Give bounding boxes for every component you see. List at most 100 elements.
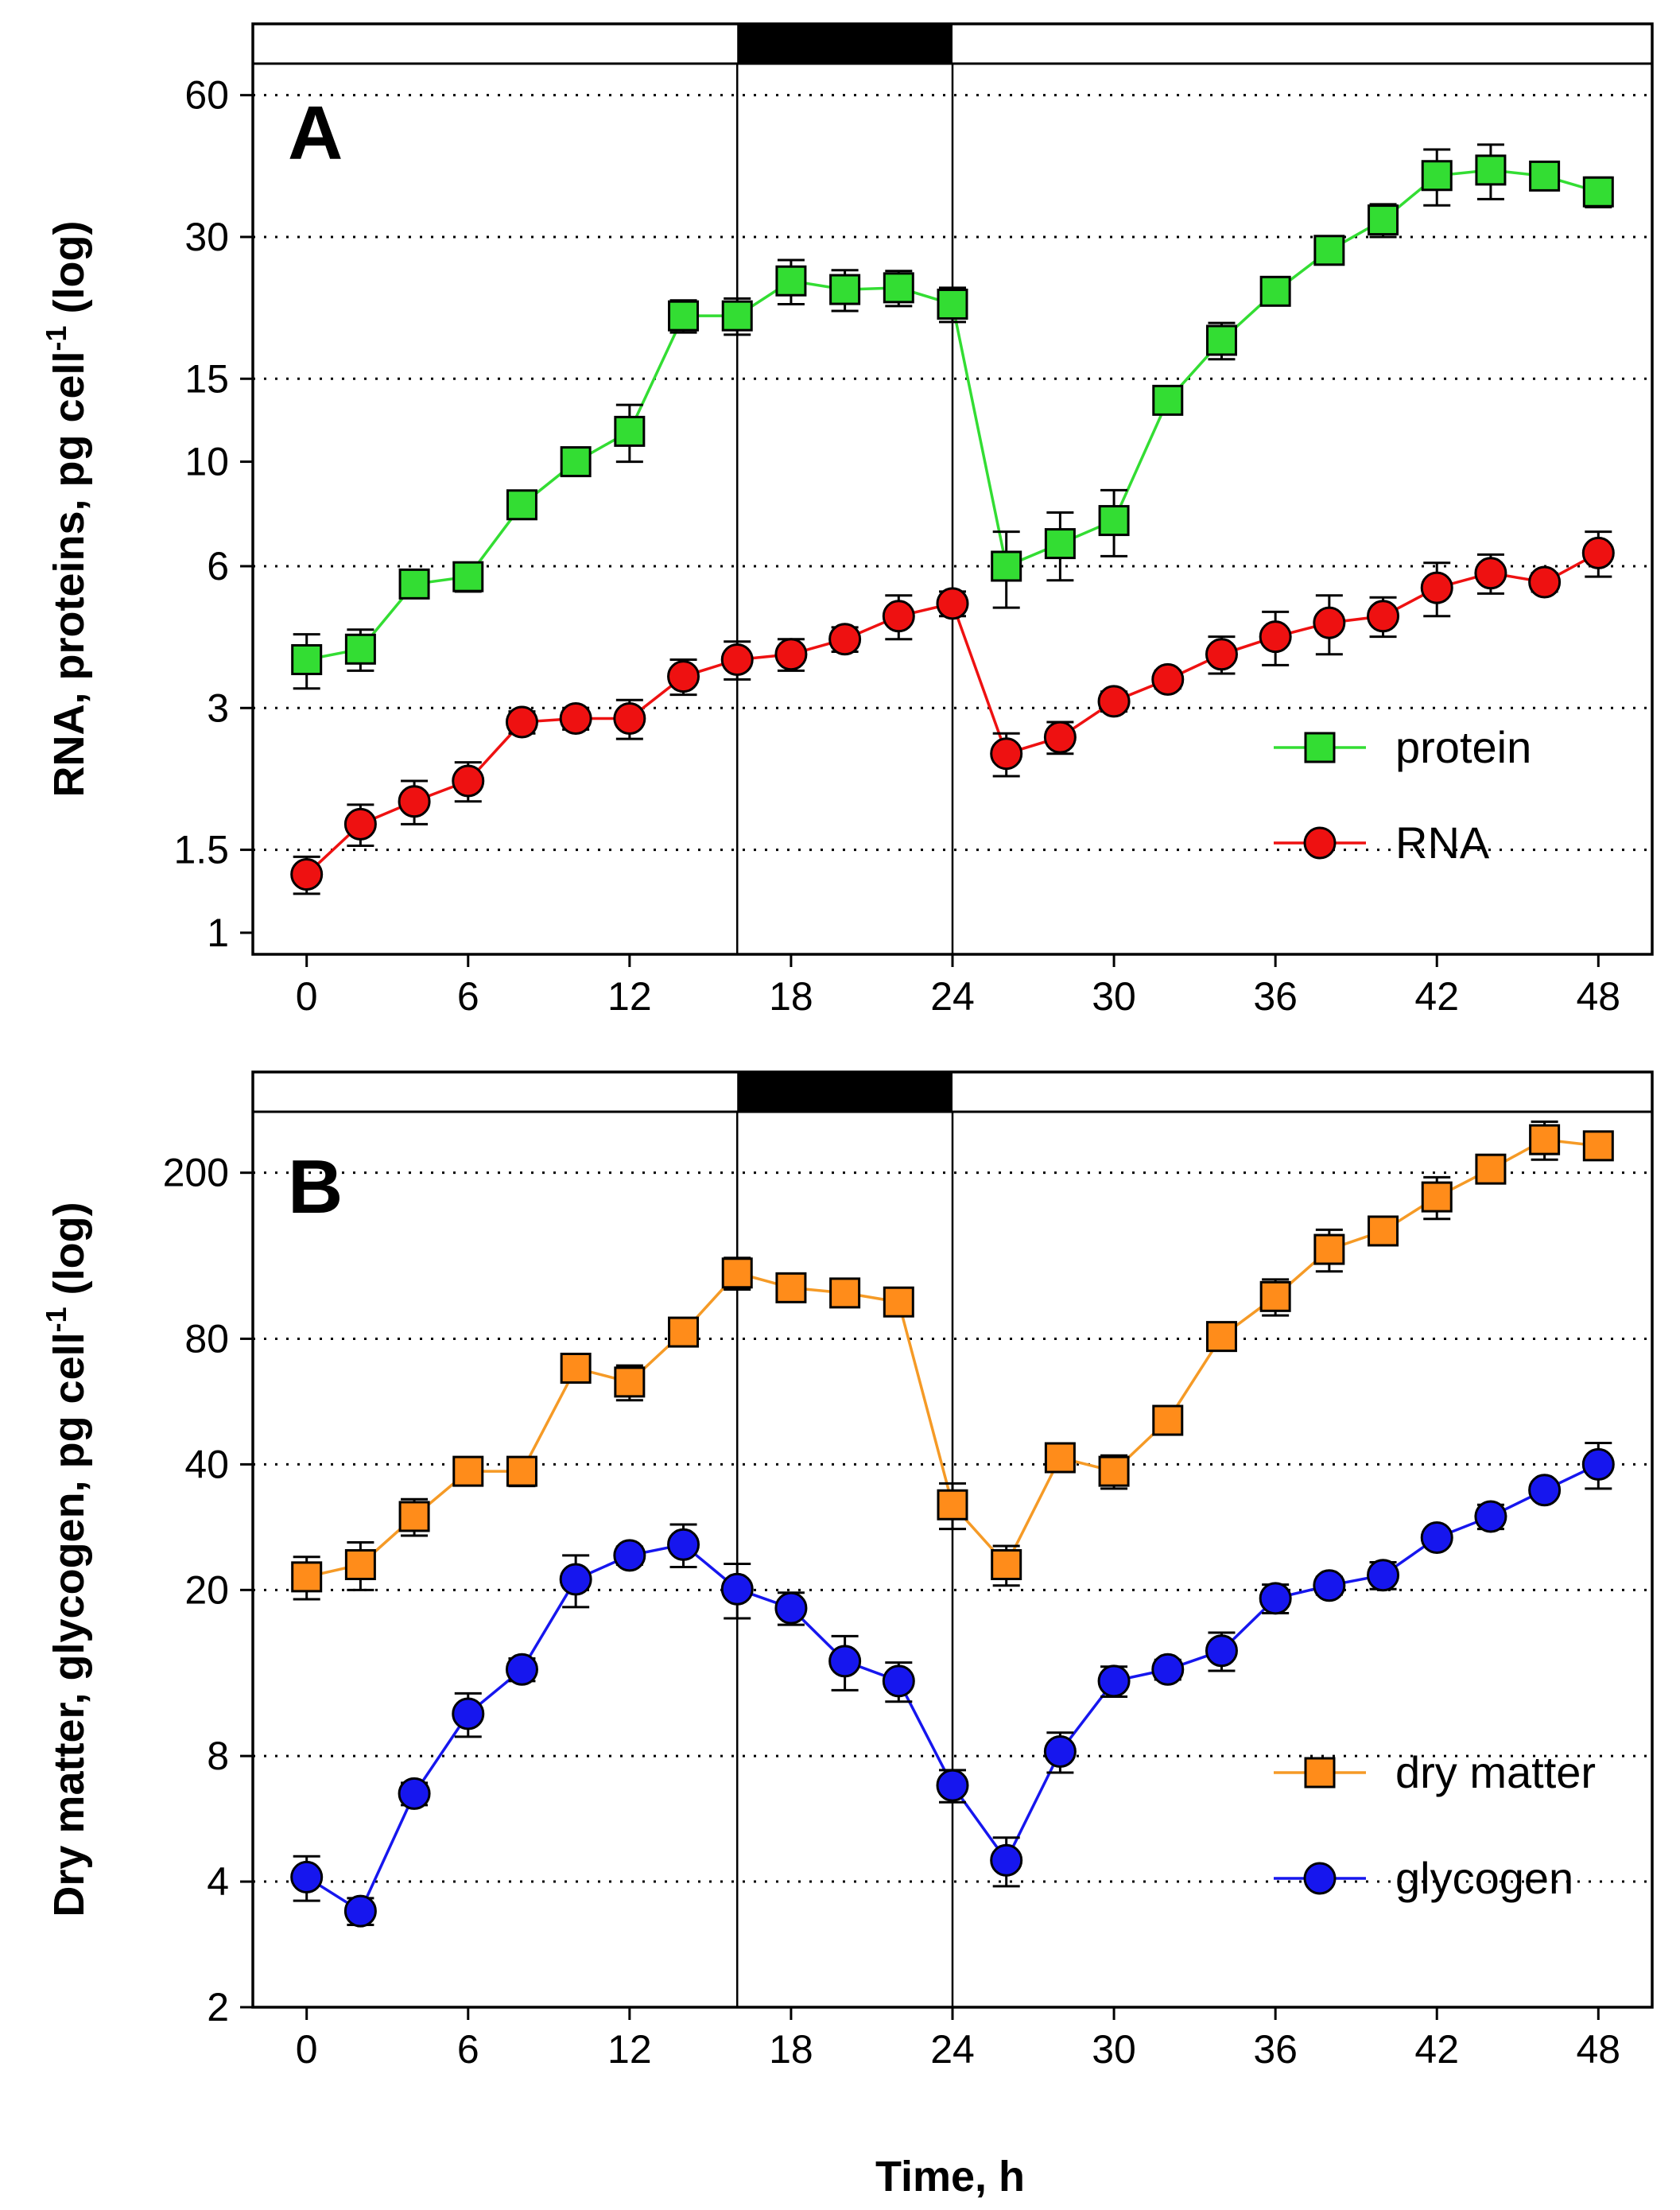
- data-point-circle: [398, 1777, 431, 1810]
- y-tick-label: 40: [184, 1442, 229, 1486]
- data-point-circle: [1474, 557, 1507, 590]
- data-point-square: [614, 1366, 646, 1398]
- y-tick-label: 1: [207, 911, 229, 955]
- data-point-circle: [559, 701, 592, 735]
- y-tick-label: 20: [184, 1567, 229, 1612]
- x-tick-label: 18: [769, 2027, 813, 2072]
- y-tick-label: 2: [207, 1985, 229, 2029]
- data-point-circle: [613, 701, 646, 735]
- data-point-square: [1368, 204, 1399, 236]
- data-point-square: [1152, 1404, 1184, 1436]
- data-point-square: [1259, 275, 1291, 307]
- data-point-square: [560, 446, 592, 478]
- data-point-square: [721, 300, 753, 332]
- data-point-square: [398, 1501, 430, 1532]
- data-point-circle: [1420, 571, 1453, 604]
- data-point-square: [775, 265, 807, 297]
- data-point-circle: [828, 623, 862, 656]
- y-tick-label: 8: [207, 1734, 229, 1778]
- legend-label: protein: [1395, 722, 1531, 772]
- data-point-square: [1529, 160, 1561, 192]
- data-point-circle: [1420, 1521, 1453, 1554]
- data-point-square: [1152, 384, 1184, 416]
- y-axis-title: RNA, proteins, pg cell-1 (log): [40, 220, 93, 797]
- data-point-square: [1421, 1181, 1453, 1213]
- data-point-circle: [1528, 1474, 1562, 1507]
- data-point-square: [1205, 1321, 1237, 1353]
- data-point-circle: [1043, 1734, 1077, 1768]
- data-point-square: [398, 568, 430, 600]
- data-point-circle: [1259, 1582, 1292, 1615]
- data-point-square: [1582, 176, 1614, 208]
- legend-label: glycogen: [1395, 1853, 1573, 1903]
- legend: protein RNA: [1274, 722, 1531, 868]
- data-point-circle: [1367, 600, 1400, 633]
- legend-marker-square: [1304, 1757, 1336, 1789]
- data-point-circle: [667, 1528, 700, 1561]
- data-point-square: [452, 1455, 484, 1487]
- data-point-square: [614, 415, 646, 447]
- data-point-circle: [882, 1664, 915, 1698]
- data-point-square: [1313, 1233, 1345, 1265]
- data-point-circle: [990, 1843, 1023, 1877]
- data-point-square: [506, 489, 537, 521]
- data-point-square: [668, 1316, 700, 1348]
- data-point-circle: [828, 1645, 862, 1678]
- data-point-square: [344, 1548, 376, 1580]
- data-point-square: [1098, 505, 1130, 537]
- data-point-square: [1529, 1124, 1561, 1155]
- x-tick-label: 24: [930, 2027, 975, 2072]
- data-point-square: [775, 1272, 807, 1303]
- data-point-square: [1098, 1455, 1130, 1487]
- data-point-circle: [505, 705, 538, 739]
- data-point-square: [1475, 1153, 1507, 1185]
- data-point-square: [937, 1489, 968, 1521]
- data-point-circle: [559, 1563, 592, 1596]
- data-point-circle: [1367, 1559, 1400, 1592]
- data-point-circle: [343, 1894, 377, 1928]
- x-tick-label: 36: [1253, 2027, 1298, 2072]
- data-point-square: [344, 633, 376, 665]
- x-tick-label: 12: [607, 2027, 652, 2072]
- data-point-square: [506, 1455, 537, 1487]
- data-point-circle: [774, 638, 808, 671]
- data-point-square: [1259, 1280, 1291, 1312]
- x-tick-label: 48: [1576, 2027, 1620, 2072]
- data-point-square: [1313, 235, 1345, 266]
- data-point-circle: [1528, 565, 1562, 599]
- data-point-square: [1044, 528, 1076, 560]
- x-tick-label: 18: [769, 974, 813, 1019]
- panel-label: A: [288, 91, 343, 176]
- x-tick-label: 36: [1253, 974, 1298, 1019]
- data-point-circle: [1205, 1634, 1238, 1668]
- data-point-circle: [1474, 1500, 1507, 1533]
- data-point-square: [668, 300, 700, 332]
- x-tick-label: 24: [930, 974, 975, 1019]
- legend-marker-circle: [1303, 826, 1337, 860]
- data-point-square: [721, 1257, 753, 1289]
- data-point-square: [1421, 160, 1453, 192]
- data-point-circle: [1043, 720, 1077, 754]
- data-point-square: [883, 1286, 914, 1318]
- data-point-circle: [1581, 536, 1615, 569]
- data-point-square: [291, 643, 323, 675]
- y-tick-label: 6: [207, 544, 229, 588]
- data-point-circle: [452, 764, 485, 798]
- legend-marker-circle: [1303, 1862, 1337, 1895]
- y-axis-title: Dry matter, glycogen, pg cell-1 (log): [40, 1202, 93, 1917]
- y-tick-label: 200: [163, 1151, 229, 1195]
- x-tick-label: 42: [1414, 2027, 1459, 2072]
- data-point-square: [991, 1548, 1022, 1580]
- data-point-circle: [882, 600, 915, 633]
- data-point-circle: [936, 587, 969, 620]
- x-tick-label: 30: [1092, 974, 1136, 1019]
- data-point-circle: [1205, 638, 1238, 671]
- data-point-square: [291, 1561, 323, 1593]
- data-point-circle: [1259, 620, 1292, 654]
- data-point-circle: [452, 1697, 485, 1730]
- y-tick-label: 15: [184, 356, 229, 401]
- data-point-square: [1368, 1215, 1399, 1247]
- y-tick-label: 3: [207, 686, 229, 730]
- y-tick-label: 80: [184, 1316, 229, 1361]
